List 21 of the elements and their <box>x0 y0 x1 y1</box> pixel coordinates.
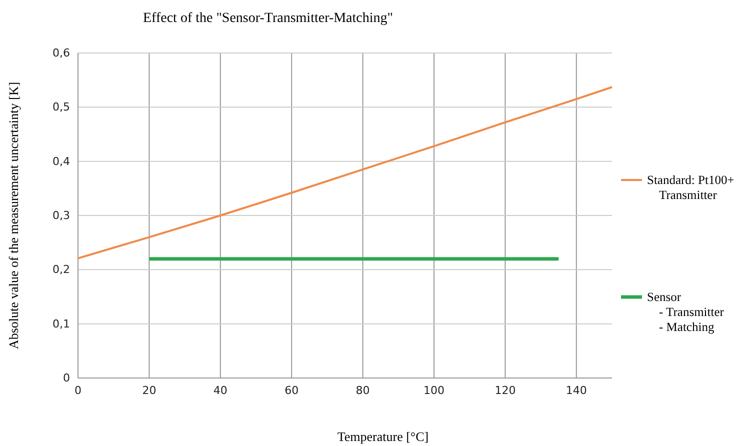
y-tick-label: 0,2 <box>52 263 70 276</box>
x-tick-label: 40 <box>213 384 228 397</box>
legend-label: Sensor - Transmitter - Matching <box>647 290 725 334</box>
legend-label: Standard: Pt100+ Transmitter <box>647 173 734 202</box>
x-tick-label: 120 <box>494 384 516 397</box>
y-tick-label: 0,1 <box>52 317 70 330</box>
x-axis-title: Temperature [°C] <box>337 429 429 444</box>
chart-title: Effect of the "Sensor-Transmitter-Matching" <box>143 11 393 26</box>
x-tick-label: 0 <box>74 384 82 397</box>
y-tick-label: 0 <box>63 372 70 385</box>
line-series <box>77 86 613 260</box>
x-tick-label: 100 <box>424 384 444 397</box>
y-tick-label: 0,5 <box>52 100 70 114</box>
x-tick-label: 20 <box>142 384 156 397</box>
y-tick-label: 0,4 <box>52 154 70 168</box>
y-tick-label: 0,6 <box>52 46 70 60</box>
x-tick-label: 140 <box>566 384 587 397</box>
x-tick-label: 60 <box>284 384 299 397</box>
x-tick-label: 80 <box>356 384 370 397</box>
y-tick-label: 0,3 <box>52 209 70 222</box>
y-axis-title: Absolute value of the measurement uncertainty [K] <box>6 82 21 350</box>
